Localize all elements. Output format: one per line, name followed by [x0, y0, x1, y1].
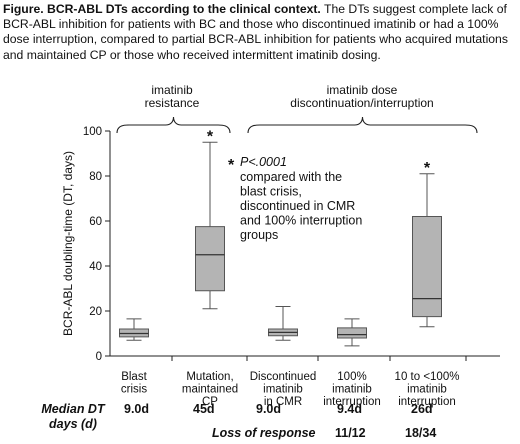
median-dt-label-line-1: Median DT [41, 402, 105, 416]
category-label: imatinib [332, 384, 372, 396]
significance-star: * [207, 128, 214, 145]
category-label: in CMR [264, 396, 302, 408]
category-label: CP [202, 396, 218, 408]
category-label: 10 to <100% [395, 371, 460, 383]
annotation-text-line: blast crisis, [240, 185, 302, 199]
annotation-text-line: and 100% interruption [240, 214, 362, 228]
annotation-text-line: discontinued in CMR [240, 199, 355, 213]
caption-text: The DTs suggest complete lack of BCR-ABL… [3, 2, 508, 62]
y-axis-label: BCR-ABL doubling-time (DT, days) [61, 151, 75, 336]
loss-of-response-label: Loss of response [212, 426, 316, 440]
brace-discontinuation [247, 116, 478, 134]
category-label: crisis [121, 384, 147, 396]
annotation-text-line: groups [240, 228, 278, 242]
y-tick-label: 20 [89, 306, 102, 318]
group-label-discontinuation: discontinuation/interruption [290, 96, 433, 110]
box [195, 226, 225, 292]
loss-value-intermittent: 18/34 [405, 426, 437, 440]
figure-caption: Figure. BCR-ABL DTs according to the cli… [3, 2, 517, 63]
loss-value-100pct: 11/12 [335, 426, 366, 440]
median-dt-value-intermittent: 26d [411, 402, 433, 416]
box [412, 216, 442, 318]
significance-star: * [424, 160, 431, 177]
category-label: interruption [323, 396, 381, 408]
category-label: Mutation, [186, 371, 233, 383]
group-label-resistance: imatinib [151, 83, 193, 97]
y-tick-label: 100 [83, 126, 102, 138]
category-label: Discontinued [250, 371, 316, 383]
caption-title: Figure. BCR-ABL DTs according to the cli… [3, 2, 321, 16]
median-dt-value-discontinued: 9.0d [256, 402, 282, 416]
y-tick-label: 0 [96, 351, 102, 363]
median-dt-label-line-2: days (d) [49, 417, 97, 431]
annotation-p-value: P<.0001 [240, 155, 287, 169]
annotation-text-line: compared with the [240, 170, 342, 184]
median-dt-value-100pct: 9.4d [337, 402, 363, 416]
y-tick-label: 60 [89, 216, 102, 228]
category-label: 100% [337, 371, 366, 383]
box [337, 327, 367, 339]
category-label: maintained [182, 384, 238, 396]
median-dt-label: Median DT days (d) [38, 402, 108, 432]
median-dt-value-mutation: 45d [193, 402, 215, 416]
category-label: imatinib [263, 384, 303, 396]
brace-resistance [116, 116, 231, 134]
group-label-discontinuation: imatinib dose [327, 83, 398, 97]
y-tick-label: 80 [89, 171, 102, 183]
median-dt-value-blast: 9.0d [124, 402, 150, 416]
category-label: imatinib [407, 384, 447, 396]
group-label-resistance: resistance [145, 96, 200, 110]
category-label: Blast [121, 371, 147, 383]
y-tick-label: 40 [89, 261, 102, 273]
category-label: interruption [398, 396, 456, 408]
annotation-star: * [228, 157, 235, 174]
